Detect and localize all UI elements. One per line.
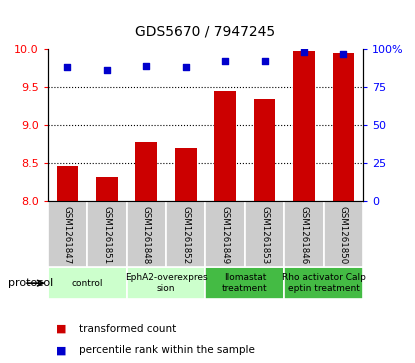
Point [104, 68, 110, 73]
Text: ■: ■ [56, 345, 70, 355]
Text: GSM1261851: GSM1261851 [103, 206, 111, 265]
Bar [324, 201, 363, 267]
Text: transformed count: transformed count [79, 323, 176, 334]
Text: protocol: protocol [8, 278, 54, 288]
Point [340, 51, 347, 57]
Text: GSM1261846: GSM1261846 [300, 206, 308, 265]
Bar [245, 201, 284, 267]
Text: ■: ■ [56, 323, 70, 334]
Bar [254, 99, 276, 201]
Bar [293, 51, 315, 201]
Bar [127, 201, 166, 267]
Bar [205, 267, 284, 299]
Bar [175, 148, 197, 201]
Point [300, 49, 307, 55]
Text: llomastat
treatment: llomastat treatment [222, 273, 268, 293]
Bar [48, 267, 127, 299]
Text: control: control [71, 279, 103, 287]
Text: GSM1261849: GSM1261849 [221, 207, 229, 265]
Bar [135, 142, 157, 201]
Text: GSM1261848: GSM1261848 [142, 206, 151, 265]
Bar [96, 177, 118, 201]
Bar [56, 166, 78, 201]
Point [64, 64, 71, 70]
Text: EphA2-overexpres
sion: EphA2-overexpres sion [124, 273, 208, 293]
Bar [166, 201, 205, 267]
Bar [332, 53, 354, 201]
Text: GSM1261847: GSM1261847 [63, 206, 72, 265]
Text: GSM1261853: GSM1261853 [260, 206, 269, 265]
Bar [87, 201, 127, 267]
Bar [205, 201, 245, 267]
Bar [284, 267, 363, 299]
Bar [48, 201, 87, 267]
Point [183, 64, 189, 70]
Point [143, 63, 150, 69]
Bar [284, 201, 324, 267]
Text: percentile rank within the sample: percentile rank within the sample [79, 345, 255, 355]
Bar [127, 267, 205, 299]
Text: GSM1261850: GSM1261850 [339, 206, 348, 265]
Point [222, 58, 229, 64]
Point [261, 58, 268, 64]
Text: GSM1261852: GSM1261852 [181, 206, 190, 265]
Text: Rho activator Calp
eptin treatment: Rho activator Calp eptin treatment [282, 273, 366, 293]
Bar [214, 91, 236, 201]
Text: GDS5670 / 7947245: GDS5670 / 7947245 [135, 24, 276, 38]
